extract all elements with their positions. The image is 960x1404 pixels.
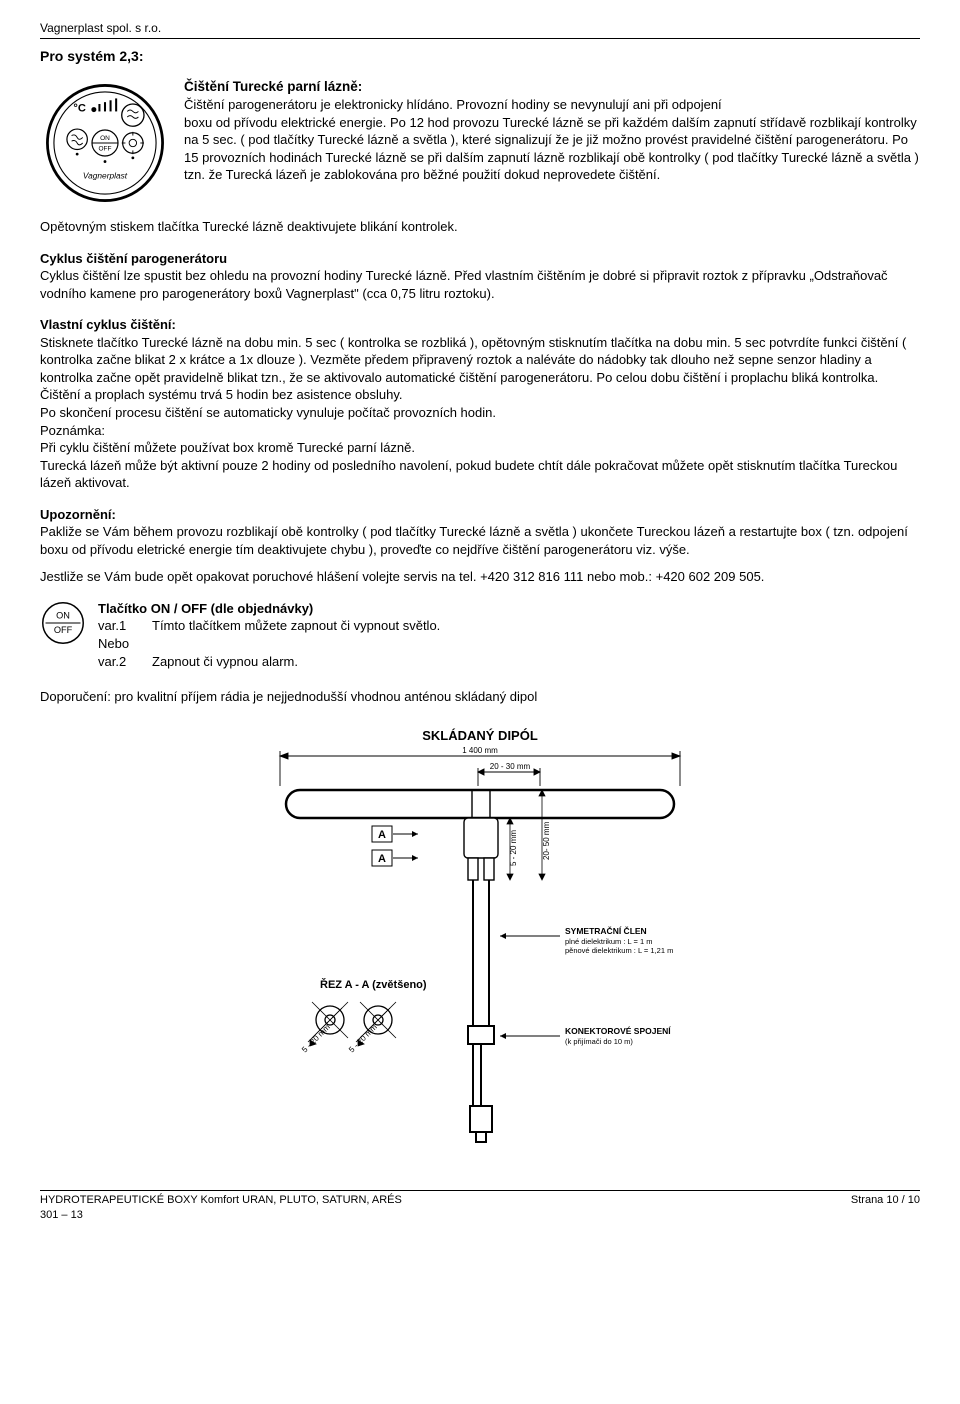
sym-l2: pěnové dielektrikum : L = 1,21 m <box>565 946 673 955</box>
section-title: Pro systém 2,3: <box>40 47 920 66</box>
onoff-block: ON OFF Tlačítko ON / OFF (dle objednávky… <box>40 600 920 670</box>
var1-text: Tímto tlačítkem můžete zapnout či vypnou… <box>152 617 920 635</box>
company-header: Vagnerplast spol. s r.o. <box>40 20 920 39</box>
warn-heading: Upozornění: <box>40 506 920 524</box>
page-footer: HYDROTERAPEUTICKÉ BOXY Komfort URAN, PLU… <box>40 1190 920 1223</box>
nebo-label: Nebo <box>98 635 920 653</box>
a-labels: A A <box>372 826 418 866</box>
intro-block: °C ON OFF Vagnerplast <box>40 78 920 208</box>
cross-dim1: 5 - 20 mm <box>300 1022 332 1054</box>
onoff-heading: Tlačítko ON / OFF (dle objednávky) <box>98 600 920 618</box>
var2-label: var.2 <box>98 653 152 671</box>
warn-body-2: Jestliže se Vám bude opět opakovat poruc… <box>40 568 920 586</box>
cycle-body: Cyklus čištění lze spustit bez ohledu na… <box>40 267 920 302</box>
kon-title: KONEKTOROVÉ SPOJENÍ <box>565 1026 671 1036</box>
brand-label: Vagnerplast <box>83 170 128 180</box>
kon-sub: (k přijímači do 10 m) <box>565 1037 633 1046</box>
recommendation: Doporučení: pro kvalitní příjem rádia je… <box>40 688 920 706</box>
temp-icon: °C <box>73 103 85 115</box>
svg-text:OFF: OFF <box>99 146 112 153</box>
dipole-diagram: SKLÁDANÝ DIPÓL 1 400 mm 20 - 30 mm A <box>40 726 920 1161</box>
var1-label: var.1 <box>98 617 152 635</box>
svg-text:A: A <box>378 853 386 865</box>
cycle-heading: Cyklus čištění parogenerátoru <box>40 250 920 268</box>
onoff-circle-icon: ON OFF <box>40 600 86 646</box>
control-panel-icon: °C ON OFF Vagnerplast <box>40 78 170 208</box>
intro-body-2: boxu od přívodu elektrické energie. Po 1… <box>184 115 919 183</box>
intro-heading: Čištění Turecké parní lázně: <box>184 78 920 96</box>
svg-text:ON: ON <box>100 135 110 142</box>
intro-body-3: Opětovným stiskem tlačítka Turecké lázně… <box>40 218 920 236</box>
footer-left: HYDROTERAPEUTICKÉ BOXY Komfort URAN, PLU… <box>40 1193 402 1223</box>
rez-label: ŘEZ A - A (zvětšeno) <box>320 978 427 991</box>
intro-body-1: Čištění parogenerátoru je elektronicky h… <box>184 97 722 112</box>
var2-text: Zapnout či vypnou alarm. <box>152 653 920 671</box>
dim-v1: 5 - 20 mm <box>509 829 518 865</box>
sym-l1: plné dielektrikum : L = 1 m <box>565 937 652 946</box>
svg-text:OFF: OFF <box>54 625 73 635</box>
warn-body-1: Pakliže se Vám během provozu rozblikají … <box>40 523 920 558</box>
cross-dim2: 5 - 20 mm <box>347 1022 379 1054</box>
dim-total: 1 400 mm <box>462 746 498 755</box>
diagram-title: SKLÁDANÝ DIPÓL <box>422 728 538 743</box>
svg-text:ON: ON <box>56 610 70 620</box>
dim-v2: 20- 50 mm <box>542 821 551 860</box>
footer-right: Strana 10 / 10 <box>851 1193 920 1223</box>
actual-heading: Vlastní cyklus čištění: <box>40 316 920 334</box>
actual-body: Stisknete tlačítko Turecké lázně na dobu… <box>40 334 920 492</box>
dim-short: 20 - 30 mm <box>490 762 531 771</box>
intro-text: Čištění Turecké parní lázně: Čištění par… <box>184 78 920 208</box>
sym-title: SYMETRAČNÍ ČLEN <box>565 925 647 936</box>
svg-text:A: A <box>378 829 386 841</box>
